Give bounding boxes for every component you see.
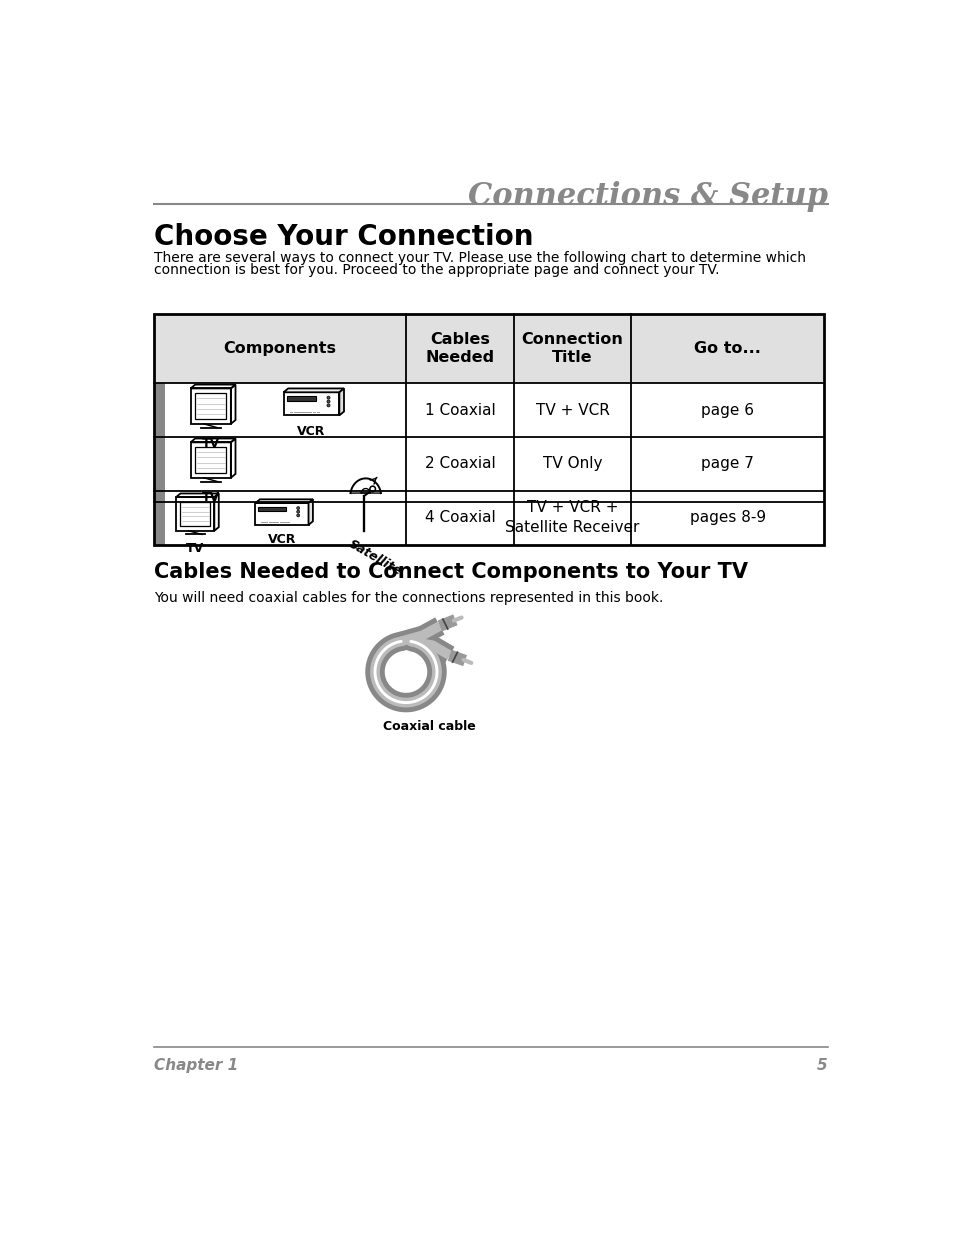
Text: TV + VCR: TV + VCR <box>536 403 609 417</box>
Text: TV: TV <box>201 437 219 450</box>
Bar <box>180 501 210 526</box>
Text: Connections & Setup: Connections & Setup <box>467 182 827 212</box>
Text: Cables Needed to Connect Components to Your TV: Cables Needed to Connect Components to Y… <box>154 562 747 582</box>
Bar <box>194 447 226 473</box>
Text: 4 Coaxial: 4 Coaxial <box>424 510 496 525</box>
Text: Chapter 1: Chapter 1 <box>154 1058 238 1073</box>
Circle shape <box>296 514 299 517</box>
Text: page 7: page 7 <box>700 457 753 472</box>
Polygon shape <box>308 499 313 525</box>
Text: Choose Your Connection: Choose Your Connection <box>154 222 533 251</box>
Text: TV: TV <box>201 490 219 504</box>
Bar <box>154 314 823 383</box>
Text: 5: 5 <box>816 1058 827 1073</box>
Text: TV: TV <box>186 542 204 556</box>
Polygon shape <box>339 389 344 415</box>
Text: Coaxial cable: Coaxial cable <box>382 720 476 732</box>
Text: TV Only: TV Only <box>542 457 601 472</box>
Text: 2 Coaxial: 2 Coaxial <box>424 457 496 472</box>
Text: pages 8-9: pages 8-9 <box>689 510 765 525</box>
Circle shape <box>327 396 330 399</box>
Polygon shape <box>283 393 339 415</box>
Polygon shape <box>283 389 344 393</box>
Bar <box>154 314 165 545</box>
Text: TV + VCR +
Satellite Receiver: TV + VCR + Satellite Receiver <box>505 500 639 535</box>
Circle shape <box>327 400 330 403</box>
Text: page 6: page 6 <box>700 403 753 417</box>
Bar <box>154 314 823 545</box>
Text: There are several ways to connect your TV. Please use the following chart to det: There are several ways to connect your T… <box>154 251 805 264</box>
Text: You will need coaxial cables for the connections represented in this book.: You will need coaxial cables for the con… <box>154 592 662 605</box>
Bar <box>194 394 226 419</box>
Circle shape <box>296 506 299 510</box>
Text: VCR: VCR <box>297 425 325 438</box>
Text: Cables
Needed: Cables Needed <box>425 332 495 366</box>
Text: VCR: VCR <box>268 534 295 546</box>
Text: connection is best for you. Proceed to the appropriate page and connect your TV.: connection is best for you. Proceed to t… <box>154 263 719 277</box>
Text: Components: Components <box>223 341 336 356</box>
Text: 1 Coaxial: 1 Coaxial <box>424 403 496 417</box>
Text: Satellite: Satellite <box>346 537 403 578</box>
Polygon shape <box>255 503 308 525</box>
Circle shape <box>296 510 299 514</box>
Text: Connection
Title: Connection Title <box>521 332 623 366</box>
Bar <box>258 506 286 511</box>
Text: Go to...: Go to... <box>694 341 760 356</box>
Bar <box>286 396 315 401</box>
Circle shape <box>327 404 330 406</box>
Polygon shape <box>255 499 313 503</box>
